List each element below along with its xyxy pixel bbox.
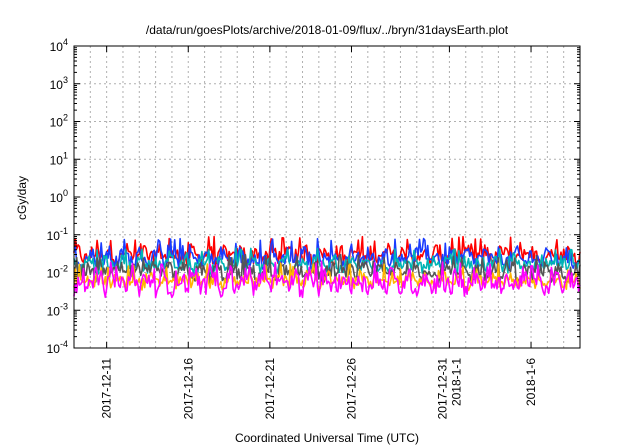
y-tick-label: 10-3 (47, 301, 68, 318)
x-axis-label: Coordinated Universal Time (UTC) (235, 431, 419, 445)
x-tick-label: 2017-12-11 (100, 358, 114, 419)
series-line-4 (73, 253, 581, 284)
y-tick-label: 100 (50, 188, 68, 205)
chart-title: /data/run/goesPlots/archive/2018-01-09/f… (146, 23, 509, 37)
x-tick-label: 2018-1-1 (449, 358, 463, 406)
x-tick-label: 2017-12-21 (263, 358, 277, 420)
series-line-6 (73, 260, 581, 299)
grid (74, 46, 580, 348)
y-tick-label: 10-4 (47, 339, 68, 356)
series-line-5 (73, 262, 581, 292)
x-tick-label: 2018-1-6 (524, 358, 538, 406)
y-tick-label: 10-2 (47, 264, 68, 281)
y-axis: 10-4 10-3 10-2 10-1 100 101 102 103 104 (47, 37, 580, 356)
y-tick-label: 102 (50, 113, 68, 130)
y-tick-label: 104 (50, 37, 68, 54)
x-tick-label: 2017-12-31 (435, 358, 449, 420)
y-tick-label: 10-1 (47, 226, 68, 243)
y-tick-label: 101 (50, 150, 68, 167)
series-line-1 (73, 235, 581, 269)
y-tick-label: 103 (50, 75, 68, 92)
x-tick-label: 2017-12-16 (181, 358, 195, 420)
x-axis: 2017-12-11 2017-12-16 2017-12-21 2017-12-26… (100, 46, 538, 419)
series-line-2 (73, 237, 581, 272)
series-line-3 (73, 247, 581, 275)
x-tick-label: 2017-12-26 (344, 358, 358, 420)
series-lines (73, 235, 581, 299)
y-axis-label: cGy/day (15, 176, 29, 220)
